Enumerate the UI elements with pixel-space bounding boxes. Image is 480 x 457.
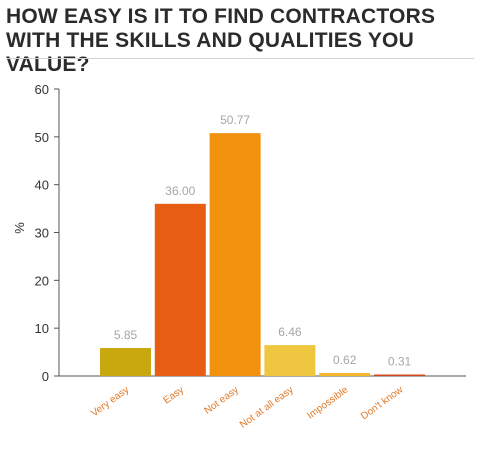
bars bbox=[100, 133, 425, 376]
bar-impossible bbox=[319, 373, 371, 376]
y-axis-title: % bbox=[12, 222, 27, 234]
bar-don-t-know bbox=[374, 374, 425, 376]
y-tick-label: 40 bbox=[35, 178, 49, 193]
category-label: Not at all easy bbox=[238, 385, 296, 431]
y-ticks: 0 10 20 30 40 50 60 bbox=[35, 82, 59, 384]
y-axis: 0 10 20 30 40 50 60 bbox=[35, 82, 60, 384]
data-label: 6.46 bbox=[278, 325, 302, 339]
category-label: Very easy bbox=[89, 385, 131, 420]
data-label: 0.62 bbox=[333, 353, 357, 367]
y-tick-label: 50 bbox=[35, 130, 49, 145]
y-tick-label: 60 bbox=[35, 82, 49, 97]
data-label: 36.00 bbox=[165, 184, 195, 198]
bar-not-at-all-easy bbox=[264, 345, 316, 376]
y-tick-label: 30 bbox=[35, 226, 49, 241]
title-divider bbox=[6, 58, 474, 59]
bar-very-easy bbox=[100, 348, 151, 376]
category-label: Impossible bbox=[305, 384, 350, 421]
y-tick-label: 10 bbox=[35, 321, 49, 336]
data-label: 5.85 bbox=[114, 328, 138, 342]
bar-easy bbox=[154, 203, 206, 376]
data-label: 0.31 bbox=[388, 355, 412, 369]
data-label: 50.77 bbox=[220, 113, 250, 127]
category-label: Not easy bbox=[202, 385, 240, 417]
category-label: Easy bbox=[162, 385, 186, 407]
chart-title: HOW EASY IS IT TO FIND CONTRACTORS WITH … bbox=[6, 5, 436, 76]
y-tick-label: 0 bbox=[42, 369, 49, 384]
bar-not-easy bbox=[209, 133, 261, 376]
category-label: Don't know bbox=[359, 384, 406, 422]
value-labels: 5.85 36.00 50.77 6.46 0.62 0.31 bbox=[114, 113, 412, 368]
y-tick-label: 20 bbox=[35, 273, 49, 288]
